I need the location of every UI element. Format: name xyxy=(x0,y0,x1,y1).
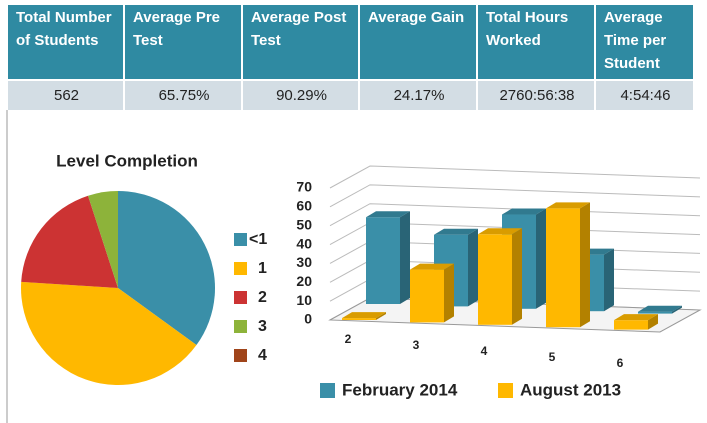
header-text: Average Post Test xyxy=(251,9,346,49)
header-cell xyxy=(360,5,476,79)
y-tick-label: 0 xyxy=(304,311,312,327)
bar-top xyxy=(546,202,590,209)
data-cell xyxy=(125,81,241,110)
bar-top xyxy=(614,314,658,321)
bar-side xyxy=(376,312,386,320)
cell-text: 562 xyxy=(54,87,79,104)
grid-line xyxy=(329,184,701,208)
legend-label: 4 xyxy=(258,347,267,364)
legend-label: <1 xyxy=(249,231,267,248)
legend-label: February 2014 xyxy=(342,380,458,399)
pie-title: Level Completion xyxy=(56,151,198,170)
legend-swatch xyxy=(234,291,247,304)
bar-top xyxy=(434,228,478,235)
bar xyxy=(546,202,590,328)
data-cell xyxy=(360,81,476,110)
y-tick-label: 10 xyxy=(296,292,312,308)
bar-front xyxy=(638,311,672,314)
legend-swatch xyxy=(234,320,247,333)
bar-top xyxy=(478,228,522,235)
legend-swatch xyxy=(234,233,247,246)
bar-front xyxy=(614,320,648,330)
bar xyxy=(638,305,682,314)
cell-text: 2760:56:38 xyxy=(499,87,574,104)
y-tick-label: 70 xyxy=(296,179,312,195)
header-cell xyxy=(8,5,123,79)
legend-label: 1 xyxy=(258,260,267,277)
y-tick-label: 20 xyxy=(296,273,312,289)
bar-side xyxy=(672,305,682,314)
x-tick-label: 6 xyxy=(617,356,624,370)
header-text: Average Gain xyxy=(368,9,464,26)
bar-side xyxy=(444,263,454,323)
bar xyxy=(366,211,410,304)
legend-label: August 2013 xyxy=(520,380,621,399)
data-cell xyxy=(8,81,123,110)
data-cell xyxy=(243,81,358,110)
header-text: Total Number of Students xyxy=(16,9,112,49)
bar-top xyxy=(366,211,410,218)
x-tick-label: 2 xyxy=(345,332,352,346)
legend-swatch xyxy=(234,262,247,275)
legend-swatch xyxy=(320,383,335,398)
header-cell xyxy=(125,5,241,79)
bar-front xyxy=(342,318,376,320)
bar-top xyxy=(502,208,546,215)
cell-text: 24.17% xyxy=(394,87,445,104)
header-text: Total Hours Worked xyxy=(486,9,568,49)
pie-slice xyxy=(21,281,197,385)
cell-text: 65.75% xyxy=(159,87,210,104)
pie-slice xyxy=(21,195,119,288)
y-tick-label: 40 xyxy=(296,235,312,251)
bar-front xyxy=(546,208,580,328)
x-tick-label: 3 xyxy=(413,338,420,352)
data-cell xyxy=(478,81,594,110)
cell-text: 90.29% xyxy=(276,87,327,104)
legend-label: 2 xyxy=(258,289,267,306)
grid-line xyxy=(329,165,701,189)
bar-side xyxy=(512,228,522,325)
bar-side xyxy=(580,202,590,328)
bar xyxy=(410,263,454,323)
y-tick-label: 30 xyxy=(296,254,312,270)
bar-side xyxy=(648,314,658,330)
legend-label: 3 xyxy=(258,318,267,335)
bar-front xyxy=(410,269,444,323)
bar-side xyxy=(468,228,478,307)
bar-front xyxy=(478,234,512,325)
bar-top xyxy=(342,312,386,319)
header-cell xyxy=(478,5,594,79)
cell-text: 4:54:46 xyxy=(620,87,670,104)
bar-side xyxy=(400,211,410,304)
header-text: Average Pre Test xyxy=(133,9,220,49)
bar xyxy=(478,228,522,325)
y-tick-label: 50 xyxy=(296,216,312,232)
bar xyxy=(614,314,658,330)
bar-side xyxy=(604,248,614,312)
data-cell xyxy=(596,81,693,110)
bar-side xyxy=(536,208,546,309)
header-cell xyxy=(596,5,693,79)
pie-slice xyxy=(88,191,118,288)
bar-top xyxy=(638,305,682,312)
bar xyxy=(342,312,386,320)
y-tick-label: 60 xyxy=(296,198,312,214)
bar-top xyxy=(410,263,454,270)
header-cell xyxy=(243,5,358,79)
legend-swatch xyxy=(498,383,513,398)
bar-front xyxy=(366,217,400,304)
pie-slice xyxy=(118,191,215,346)
header-text: Average Time per Student xyxy=(604,9,666,72)
legend-swatch xyxy=(234,349,247,362)
x-tick-label: 4 xyxy=(481,344,488,358)
x-tick-label: 5 xyxy=(549,350,556,364)
